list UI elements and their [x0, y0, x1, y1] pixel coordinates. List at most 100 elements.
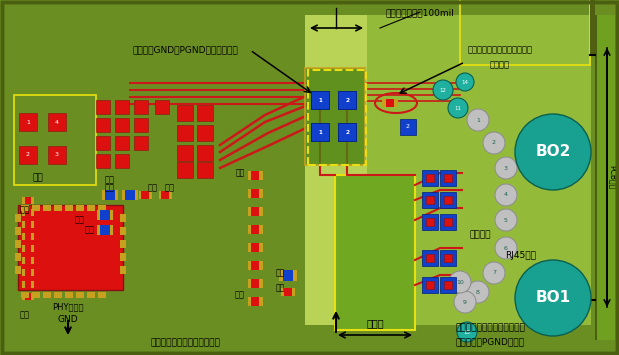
Text: 2: 2: [26, 153, 30, 158]
Text: 5: 5: [504, 218, 508, 223]
Text: 变压器: 变压器: [366, 318, 384, 328]
Bar: [87, 292, 95, 298]
Bar: [426, 196, 434, 204]
Bar: [168, 191, 171, 199]
Bar: [444, 281, 452, 289]
Text: 高压电容: 高压电容: [490, 60, 510, 69]
Bar: [177, 125, 193, 141]
Bar: [597, 15, 615, 340]
Bar: [251, 296, 259, 306]
Text: 11: 11: [454, 105, 462, 110]
Bar: [32, 245, 34, 251]
Text: 1: 1: [318, 98, 322, 103]
Bar: [54, 292, 62, 298]
Text: 12: 12: [439, 87, 446, 93]
Bar: [440, 192, 456, 208]
Text: 9: 9: [463, 300, 467, 305]
Bar: [97, 210, 100, 220]
Bar: [32, 220, 34, 228]
Text: 电容: 电容: [105, 183, 115, 192]
Bar: [22, 257, 25, 263]
Bar: [259, 296, 262, 306]
Bar: [279, 269, 283, 280]
Bar: [251, 261, 259, 269]
Bar: [120, 227, 126, 235]
Bar: [422, 170, 438, 186]
Circle shape: [483, 132, 505, 154]
Text: 电容: 电容: [20, 205, 30, 214]
Bar: [259, 189, 262, 197]
Text: 10: 10: [456, 279, 464, 284]
Bar: [259, 261, 262, 269]
Bar: [293, 269, 297, 280]
Text: 此隔离区域大于100mil: 此隔离区域大于100mil: [386, 8, 454, 17]
Bar: [15, 227, 21, 235]
Bar: [177, 105, 193, 121]
Text: BO1: BO1: [535, 290, 571, 306]
Bar: [248, 279, 251, 288]
Bar: [25, 268, 32, 275]
Text: 2: 2: [345, 130, 349, 135]
Text: 4: 4: [504, 192, 508, 197]
Text: RJ45网口: RJ45网口: [505, 251, 536, 260]
Bar: [590, 0, 595, 55]
Bar: [197, 125, 213, 141]
Bar: [135, 190, 138, 200]
Bar: [283, 269, 293, 280]
Bar: [25, 197, 32, 203]
Bar: [25, 208, 32, 215]
Circle shape: [448, 98, 468, 118]
Bar: [386, 99, 394, 107]
Bar: [65, 292, 73, 298]
Bar: [248, 170, 251, 180]
Bar: [19, 146, 37, 164]
Circle shape: [495, 157, 517, 179]
Bar: [460, 0, 590, 65]
Bar: [248, 224, 251, 234]
Bar: [98, 205, 106, 211]
Bar: [22, 220, 25, 228]
Text: 3: 3: [55, 153, 59, 158]
Text: 2: 2: [492, 141, 496, 146]
Bar: [259, 242, 262, 251]
Text: 1: 1: [26, 120, 30, 125]
Bar: [21, 292, 29, 298]
Bar: [115, 136, 129, 150]
Bar: [248, 207, 251, 215]
Bar: [25, 245, 32, 251]
Bar: [21, 205, 29, 211]
Text: 14: 14: [462, 80, 469, 84]
Bar: [25, 233, 32, 240]
Bar: [197, 145, 213, 161]
Bar: [367, 15, 591, 325]
Circle shape: [515, 260, 591, 336]
Bar: [43, 205, 51, 211]
Bar: [426, 281, 434, 289]
Text: 电容: 电容: [165, 183, 175, 192]
Bar: [251, 279, 259, 288]
Bar: [292, 288, 295, 296]
Bar: [25, 257, 32, 263]
Circle shape: [456, 73, 474, 91]
Bar: [197, 162, 213, 178]
Text: 电容: 电容: [148, 183, 158, 192]
Text: PCB边缘: PCB边缘: [607, 165, 617, 189]
Text: 电容: 电容: [275, 268, 285, 277]
Bar: [76, 205, 84, 211]
Bar: [96, 100, 110, 114]
Text: 2: 2: [345, 98, 349, 103]
Bar: [422, 277, 438, 293]
Bar: [25, 280, 32, 288]
Bar: [115, 100, 129, 114]
Bar: [426, 254, 434, 262]
Bar: [426, 218, 434, 226]
Text: 8: 8: [476, 289, 480, 295]
Bar: [335, 175, 415, 330]
Bar: [54, 205, 62, 211]
Bar: [22, 293, 25, 300]
Bar: [120, 266, 126, 274]
Bar: [305, 15, 367, 325]
Bar: [422, 192, 438, 208]
Bar: [444, 196, 452, 204]
Bar: [251, 224, 259, 234]
